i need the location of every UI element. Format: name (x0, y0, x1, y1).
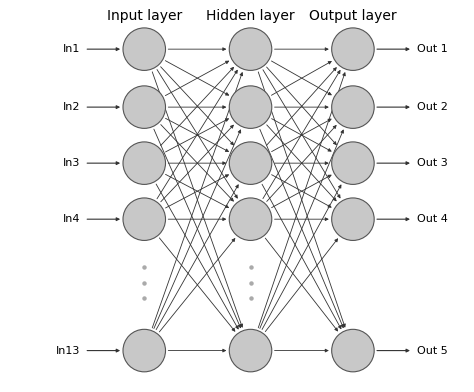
Circle shape (229, 142, 272, 184)
Circle shape (229, 28, 272, 71)
Circle shape (123, 28, 165, 71)
Circle shape (123, 329, 165, 372)
Text: In1: In1 (63, 44, 81, 54)
Circle shape (332, 329, 374, 372)
Text: Input layer: Input layer (107, 9, 182, 23)
Circle shape (123, 86, 165, 128)
Text: Out 5: Out 5 (417, 346, 447, 356)
Circle shape (229, 329, 272, 372)
Text: Out 1: Out 1 (417, 44, 447, 54)
Circle shape (123, 198, 165, 240)
Text: In2: In2 (63, 102, 81, 112)
Text: In13: In13 (56, 346, 81, 356)
Circle shape (123, 142, 165, 184)
Circle shape (332, 86, 374, 128)
Text: Hidden layer: Hidden layer (206, 9, 295, 23)
Circle shape (229, 86, 272, 128)
Circle shape (332, 142, 374, 184)
Text: In3: In3 (63, 158, 81, 168)
Text: Out 3: Out 3 (417, 158, 447, 168)
Text: Out 2: Out 2 (417, 102, 447, 112)
Text: In4: In4 (63, 214, 81, 224)
Circle shape (229, 198, 272, 240)
Text: Output layer: Output layer (309, 9, 397, 23)
Circle shape (332, 28, 374, 71)
Circle shape (332, 198, 374, 240)
Text: Out 4: Out 4 (417, 214, 447, 224)
